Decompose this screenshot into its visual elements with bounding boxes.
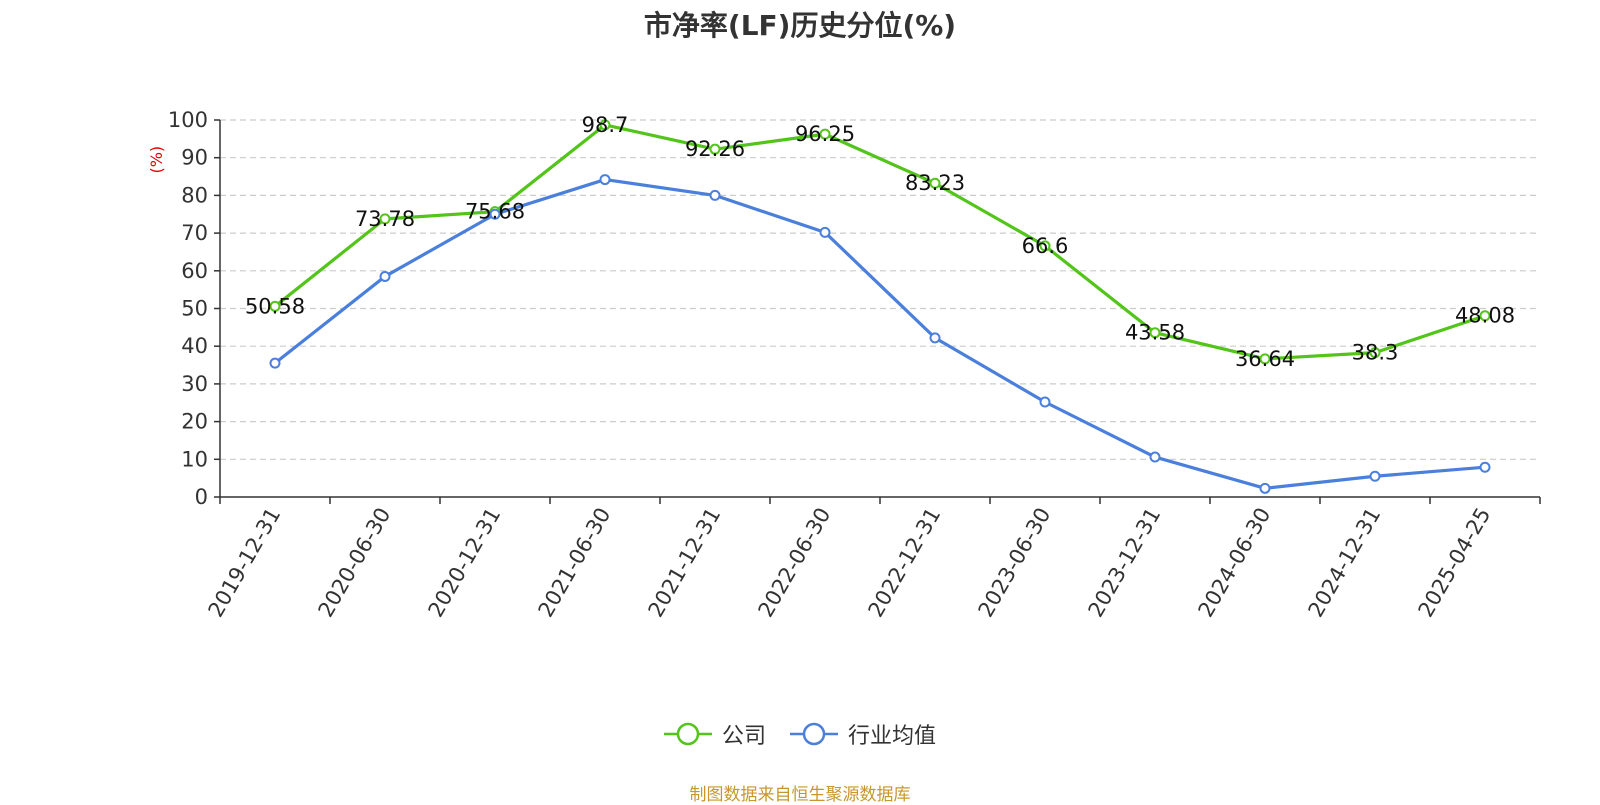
series-0 xyxy=(269,119,1491,365)
data-point xyxy=(929,177,941,189)
data-label: 83.23 xyxy=(905,171,965,195)
x-tick-label: 2022-06-30 xyxy=(754,504,836,622)
y-tick-label: 50 xyxy=(181,297,208,321)
legend-marker-icon xyxy=(790,722,838,746)
data-point xyxy=(1259,353,1271,365)
data-point xyxy=(709,189,721,201)
data-point xyxy=(599,119,611,131)
data-point xyxy=(1479,310,1491,322)
data-label: 66.6 xyxy=(1022,234,1069,258)
x-tick-label: 2025-04-25 xyxy=(1414,504,1496,622)
y-tick-label: 0 xyxy=(195,485,208,509)
data-labels: 50.58 73.78 75.68 98.7 92.26 96.25 83.23 66.6 43… xyxy=(245,113,1515,371)
y-tick-label: 100 xyxy=(168,108,208,132)
y-tick-label: 60 xyxy=(181,259,208,283)
legend-item[interactable]: 行业均值 xyxy=(790,718,936,750)
x-tick-label: 2021-12-31 xyxy=(644,504,726,622)
y-tick-label: 70 xyxy=(181,221,208,245)
data-point xyxy=(489,208,501,220)
axes: 0 10 20 30 40 50 60 70 80 90 100 2019-12-31 2020-06-… xyxy=(168,108,1541,622)
data-point xyxy=(819,226,831,238)
data-point xyxy=(929,332,941,344)
data-point xyxy=(379,213,391,225)
data-point xyxy=(599,174,611,186)
x-tick-label: 2024-06-30 xyxy=(1194,504,1276,622)
data-point xyxy=(1149,451,1161,463)
data-label: 92.26 xyxy=(685,137,745,161)
x-tick-label: 2020-12-31 xyxy=(424,504,506,622)
data-point xyxy=(819,128,831,140)
x-tick-label: 2024-12-31 xyxy=(1304,504,1386,622)
data-label: 43.58 xyxy=(1125,321,1185,345)
y-tick-label: 20 xyxy=(181,410,208,434)
x-tick-label: 2020-06-30 xyxy=(314,504,396,622)
x-tick-label: 2023-12-31 xyxy=(1084,504,1166,622)
chart-title: 市净率(LF)历史分位(%) xyxy=(643,9,957,42)
grid-lines xyxy=(220,119,1540,460)
data-point xyxy=(1369,347,1381,359)
data-label: 98.7 xyxy=(582,113,629,137)
data-point xyxy=(1479,461,1491,473)
y-tick-label: 90 xyxy=(181,146,208,170)
data-point xyxy=(379,270,391,282)
legend: 公司 行业均值 xyxy=(0,718,1600,750)
data-point xyxy=(1369,470,1381,482)
y-tick-label: 40 xyxy=(181,334,208,358)
y-axis-label: (%) xyxy=(147,146,166,174)
x-tick-label: 2022-12-31 xyxy=(864,504,946,622)
series-1 xyxy=(269,174,1491,494)
data-point xyxy=(269,357,281,369)
data-point xyxy=(1039,396,1051,408)
y-tick-label: 30 xyxy=(181,372,208,396)
data-point xyxy=(1039,240,1051,252)
y-tick-label: 10 xyxy=(181,447,208,471)
data-label: 75.68 xyxy=(465,200,525,224)
data-label: 48.08 xyxy=(1455,304,1515,328)
legend-item[interactable]: 公司 xyxy=(663,718,766,750)
x-tick-label: 2023-06-30 xyxy=(974,504,1056,622)
y-tick-label: 80 xyxy=(181,183,208,207)
data-label: 36.64 xyxy=(1235,347,1295,371)
data-label: 38.3 xyxy=(1352,341,1399,365)
legend-label: 公司 xyxy=(721,724,766,749)
data-point xyxy=(269,300,281,312)
x-tick-label: 2021-06-30 xyxy=(534,504,616,622)
x-tick-label: 2019-12-31 xyxy=(204,504,286,622)
data-label: 50.58 xyxy=(245,294,305,318)
legend-marker-icon xyxy=(663,722,712,746)
data-point xyxy=(709,143,721,155)
series-line xyxy=(274,123,1486,361)
data-label: 96.25 xyxy=(795,122,855,146)
legend-label: 行业均值 xyxy=(848,724,937,749)
data-point xyxy=(1259,482,1271,494)
data-point xyxy=(1149,327,1161,339)
data-label: 73.78 xyxy=(355,207,415,231)
source-note: 制图数据来自恒生聚源数据库 xyxy=(689,785,911,805)
series-lines xyxy=(269,119,1491,494)
series-line xyxy=(274,177,1486,490)
